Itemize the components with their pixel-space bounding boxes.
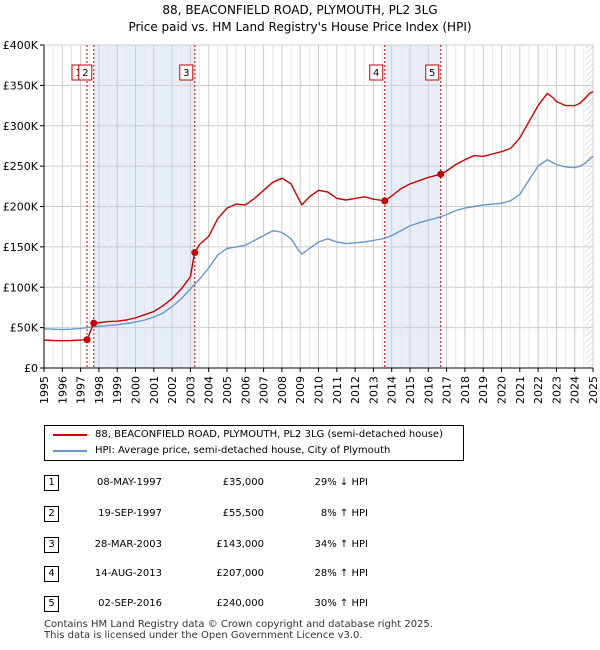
transaction-date: 19-SEP-1997 [98, 508, 162, 519]
transaction-hpi: 29% ↓ HPI [314, 477, 368, 488]
transaction-hpi: 8% ↑ HPI [320, 508, 368, 519]
y-tick-label: £250K [3, 160, 39, 173]
x-tick-label: 1995 [38, 376, 51, 404]
sale-marker-box [425, 64, 440, 81]
x-tick-label: 2018 [459, 376, 472, 404]
footer-copyright: Contains HM Land Registry data © Crown c… [44, 619, 433, 630]
sale-marker-label: 5 [429, 68, 435, 79]
transaction-number: 3 [44, 537, 59, 553]
property-series-line [43, 91, 594, 342]
sale-marker-label: 2 [82, 68, 88, 79]
transaction-hpi: 34% ↑ HPI [314, 539, 368, 550]
sale-point [191, 249, 199, 257]
transaction-price: £143,000 [216, 539, 264, 550]
transaction-number: 1 [44, 475, 59, 491]
x-tick-label: 2016 [422, 376, 435, 404]
sale-point [381, 197, 389, 205]
x-tick-label: 2007 [258, 376, 271, 404]
x-tick-label: 2012 [349, 376, 362, 404]
x-tick-label: 2015 [404, 376, 417, 404]
transaction-number: 4 [44, 566, 59, 582]
transaction-price: £35,000 [222, 477, 264, 488]
x-tick-label: 2025 [587, 376, 600, 404]
x-tick-label: 2022 [532, 376, 545, 404]
chart-title: 88, BEACONFIELD ROAD, PLYMOUTH, PL2 3LG [162, 3, 438, 17]
x-tick-label: 2008 [276, 376, 289, 404]
y-tick-label: £400K [3, 39, 39, 52]
transaction-date: 08-MAY-1997 [96, 477, 162, 488]
x-tick-label: 2020 [496, 376, 509, 404]
sale-marker-label: 3 [183, 68, 189, 79]
x-tick-label: 2005 [221, 376, 234, 404]
price-chart: 12345 £0£50K£100K£150K£200K£250K£300K£35… [3, 39, 600, 404]
y-tick-label: £200K [3, 201, 39, 214]
transaction-date: 02-SEP-2016 [98, 598, 162, 609]
footer-licence: This data is licensed under the Open Gov… [44, 630, 363, 641]
x-tick-label: 2001 [148, 376, 161, 404]
chart-legend: 88, BEACONFIELD ROAD, PLYMOUTH, PL2 3LG … [44, 425, 464, 461]
transaction-number: 5 [44, 596, 59, 612]
x-tick-label: 2021 [514, 376, 527, 404]
footer-attribution: Contains HM Land Registry data © Crown c… [44, 619, 433, 641]
table-row: 4 14-AUG-2013 £207,000 28% ↑ HPI [0, 566, 600, 582]
legend-label-property: 88, BEACONFIELD ROAD, PLYMOUTH, PL2 3LG … [95, 429, 443, 440]
y-tick-label: £350K [3, 79, 39, 92]
transaction-date: 28-MAR-2003 [94, 539, 162, 550]
y-tick-label: £0 [24, 362, 38, 375]
table-row: 2 19-SEP-1997 £55,500 8% ↑ HPI [0, 506, 600, 522]
x-tick-label: 1997 [75, 376, 88, 404]
x-tick-label: 1996 [56, 376, 69, 404]
x-tick-label: 2009 [294, 376, 307, 404]
transaction-date: 14-AUG-2013 [94, 568, 162, 579]
sale-point [437, 170, 445, 178]
x-tick-label: 2011 [331, 376, 344, 404]
y-tick-label: £100K [3, 281, 39, 294]
chart-subtitle: Price paid vs. HM Land Registry's House … [128, 20, 472, 34]
transaction-price: £240,000 [216, 598, 264, 609]
sale-point [90, 319, 98, 327]
x-tick-label: 2024 [569, 376, 582, 404]
y-tick-label: £300K [3, 120, 39, 133]
table-row: 3 28-MAR-2003 £143,000 34% ↑ HPI [0, 537, 600, 553]
sale-marker-box [369, 64, 384, 81]
x-tick-label: 2023 [550, 376, 563, 404]
transaction-hpi: 30% ↑ HPI [314, 598, 368, 609]
y-tick-label: £150K [3, 241, 39, 254]
x-tick-label: 1999 [111, 376, 124, 404]
x-tick-label: 2004 [203, 376, 216, 404]
y-tick-label: £50K [10, 322, 39, 335]
sale-marker-box [179, 64, 194, 81]
legend-label-hpi: HPI: Average price, semi-detached house,… [95, 445, 391, 456]
x-tick-label: 2013 [367, 376, 380, 404]
sale-marker-label: 4 [373, 68, 379, 79]
x-tick-label: 2014 [386, 376, 399, 404]
sale-point [83, 336, 91, 344]
transaction-number: 2 [44, 506, 59, 522]
x-tick-label: 2017 [441, 376, 454, 404]
hpi-series-line [43, 155, 594, 331]
sale-marker-box [78, 64, 93, 81]
legend-swatch-property [53, 434, 87, 436]
table-row: 1 08-MAY-1997 £35,000 29% ↓ HPI [0, 475, 600, 491]
transaction-price: £55,500 [222, 508, 264, 519]
x-tick-label: 2000 [130, 376, 143, 404]
x-tick-label: 1998 [93, 376, 106, 404]
legend-swatch-hpi [53, 450, 87, 452]
transaction-hpi: 28% ↑ HPI [314, 568, 368, 579]
transaction-price: £207,000 [216, 568, 264, 579]
x-tick-label: 2003 [184, 376, 197, 404]
x-tick-label: 2002 [166, 376, 179, 404]
x-tick-label: 2019 [477, 376, 490, 404]
x-tick-label: 2010 [313, 376, 326, 404]
table-row: 5 02-SEP-2016 £240,000 30% ↑ HPI [0, 596, 600, 612]
x-tick-label: 2006 [239, 376, 252, 404]
